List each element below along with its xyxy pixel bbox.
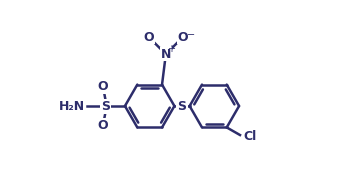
Text: −: − (187, 30, 195, 40)
Text: Cl: Cl (244, 130, 257, 143)
Text: O: O (98, 119, 108, 132)
Text: S: S (101, 100, 110, 113)
Text: O: O (144, 30, 154, 44)
Text: O: O (178, 30, 188, 44)
Text: H₂N: H₂N (59, 100, 85, 113)
Text: S: S (178, 100, 187, 113)
Text: O: O (98, 80, 108, 93)
Text: N: N (161, 48, 171, 61)
Text: +: + (167, 44, 175, 54)
